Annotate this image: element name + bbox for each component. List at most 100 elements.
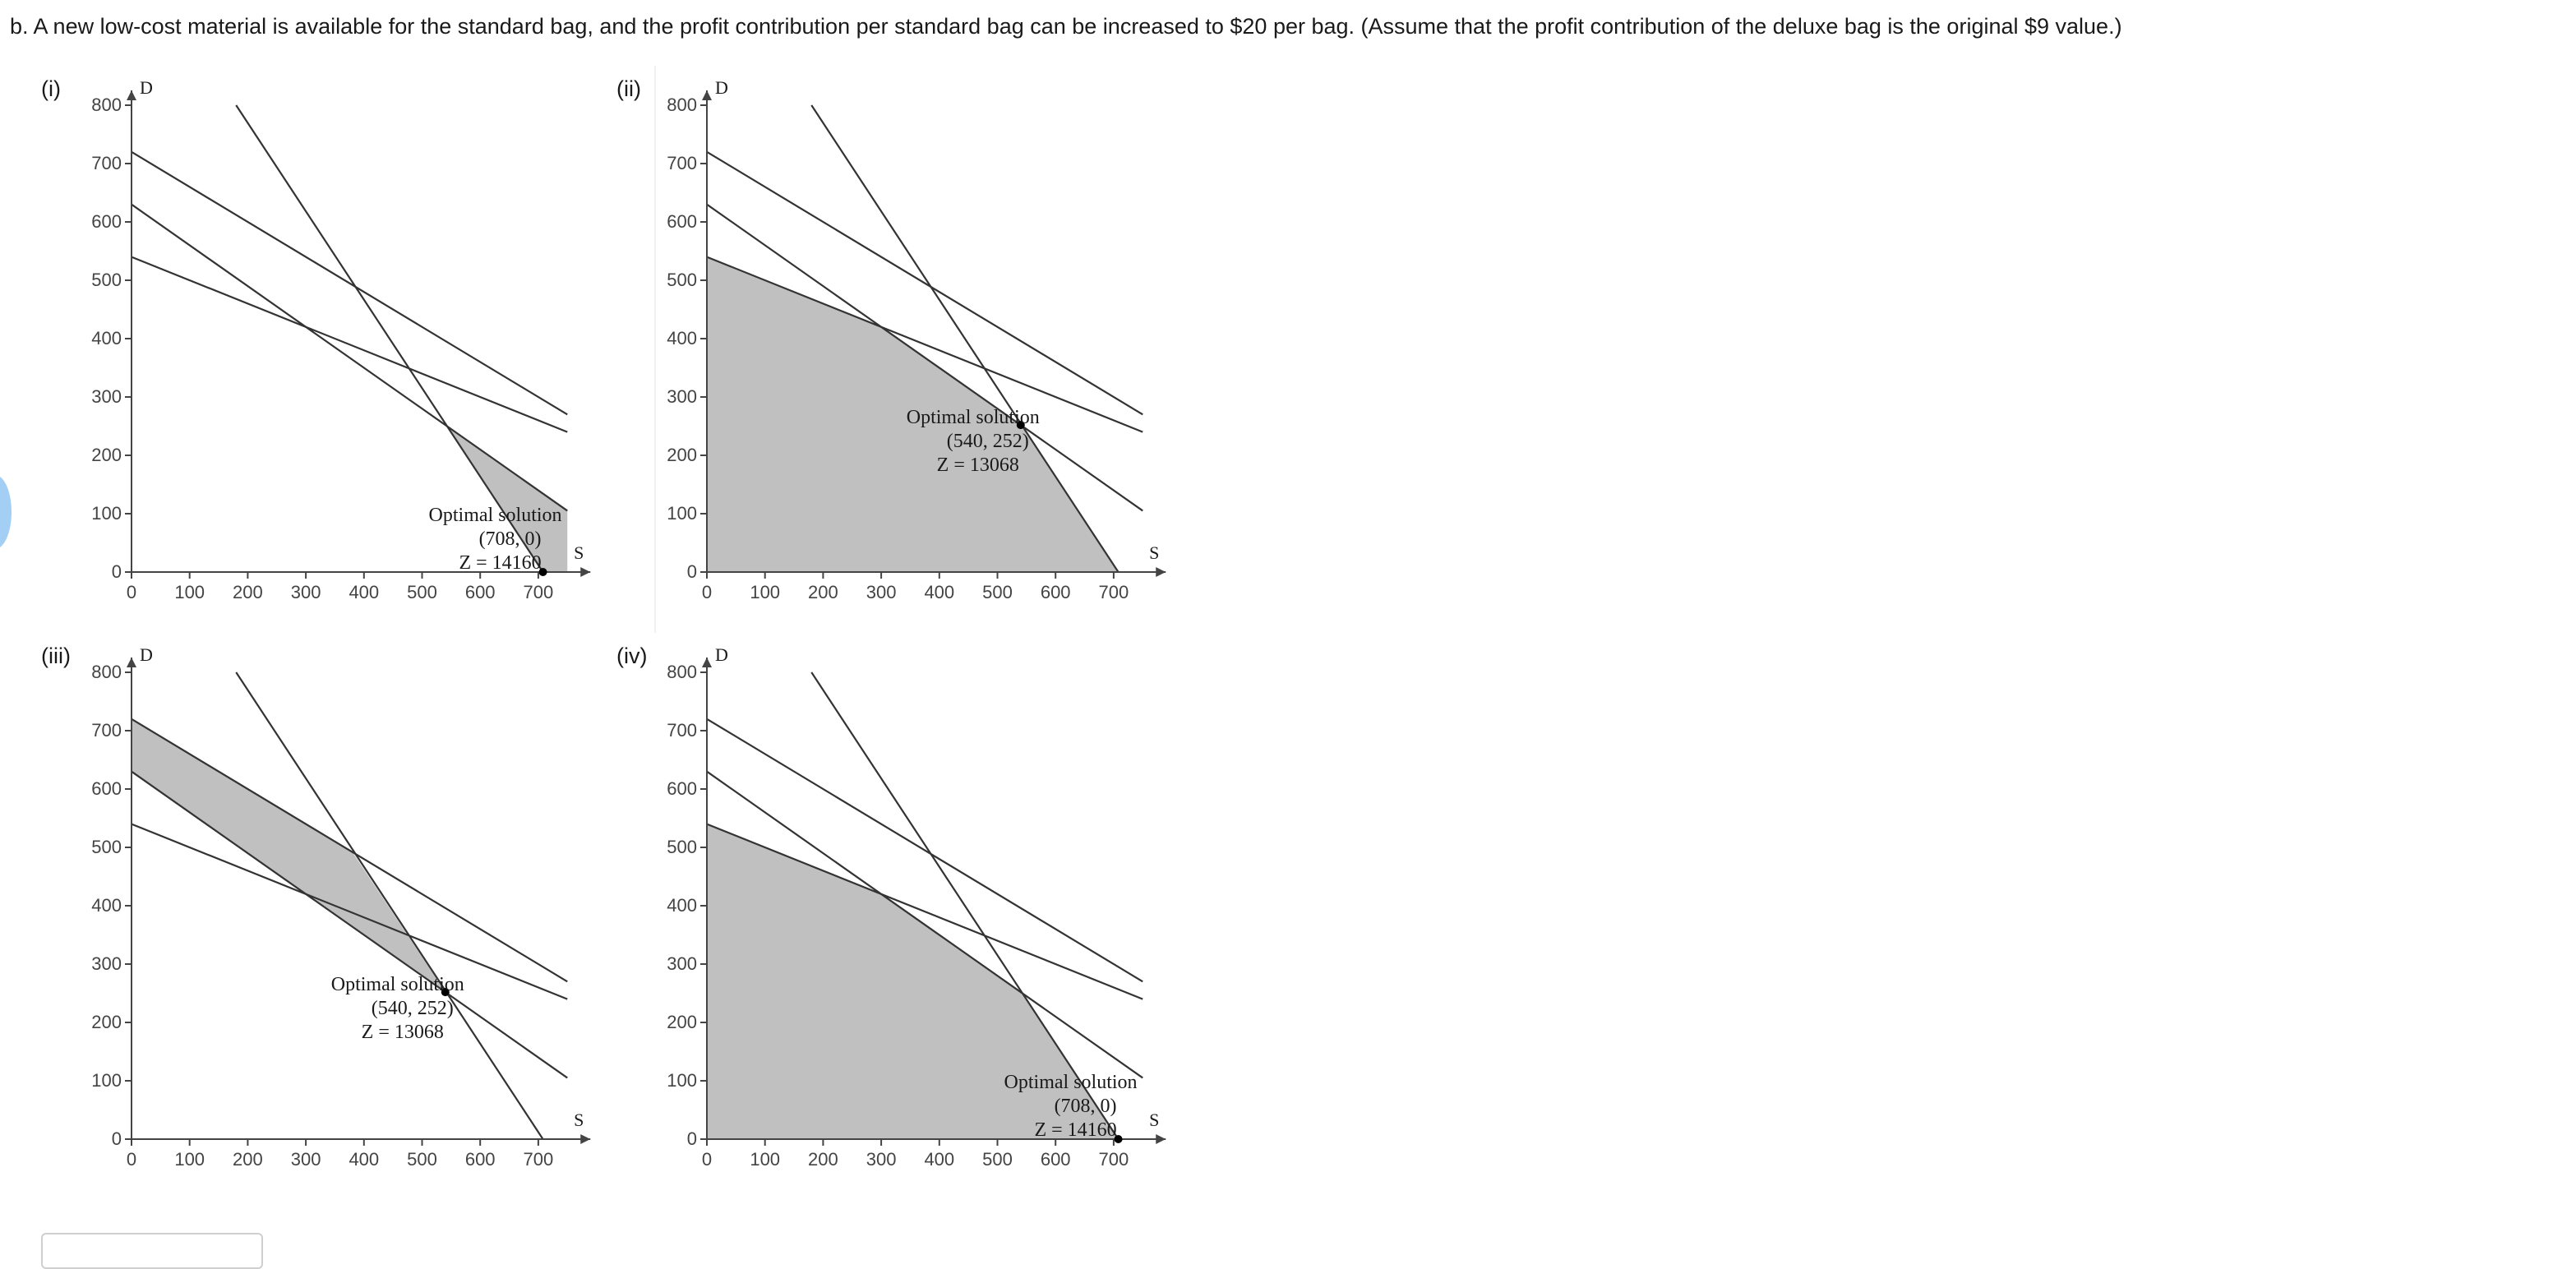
x-tick-label: 400 (349, 582, 379, 602)
x-axis-label: S (1149, 1110, 1159, 1130)
y-tick-label: 100 (667, 503, 697, 524)
y-tick-label: 200 (91, 445, 122, 465)
x-tick-label: 100 (174, 1149, 205, 1170)
panel-divider (654, 66, 656, 633)
x-tick-label: 300 (866, 582, 897, 602)
optimal-point (538, 568, 547, 576)
x-axis-arrow (1156, 567, 1166, 577)
x-tick-label: 300 (291, 1149, 321, 1170)
y-tick-label: 600 (91, 778, 122, 799)
edge-indicator (0, 475, 12, 549)
y-tick-label: 100 (91, 1070, 122, 1091)
y-axis-label: D (715, 644, 728, 665)
annotation-point: (540, 252) (372, 998, 454, 1019)
y-tick-label: 300 (91, 953, 122, 974)
x-tick-label: 300 (866, 1149, 897, 1170)
y-tick-label: 0 (687, 561, 697, 582)
y-tick-label: 200 (667, 445, 697, 465)
y-tick-label: 800 (667, 662, 697, 682)
x-tick-label: 200 (808, 1149, 838, 1170)
graph-option-i[interactable]: (i) 0 100 200 300 400 500 600 700 800 0 100 200 300 4… (41, 76, 649, 643)
chart-ii: 0 100 200 300 400 500 600 700 800 0 100 200 300 400 50… (667, 77, 1166, 602)
annotation-point: (708, 0) (479, 528, 542, 550)
option-label-iv: (iv) (616, 644, 648, 668)
constraint-line-d (235, 104, 544, 573)
y-tick-label: 400 (667, 328, 697, 348)
x-tick-label: 0 (702, 1149, 712, 1170)
x-tick-label: 600 (465, 1149, 496, 1170)
x-tick-label: 600 (1041, 1149, 1071, 1170)
x-tick-label: 100 (750, 1149, 780, 1170)
constraint-line-c (706, 203, 1143, 512)
x-tick-label: 400 (924, 1149, 954, 1170)
y-tick-label: 700 (667, 153, 697, 173)
y-tick-label: 100 (667, 1070, 697, 1091)
x-tick-label: 0 (127, 1149, 136, 1170)
y-tick-label: 400 (91, 895, 122, 916)
x-tick-label: 200 (233, 1149, 263, 1170)
x-tick-label: 500 (982, 582, 1013, 602)
constraint-line-a (706, 718, 1143, 983)
answer-box[interactable] (41, 1233, 263, 1269)
constraint-line-b (131, 823, 568, 1000)
y-axis-arrow (127, 90, 136, 100)
x-tick-label: 500 (982, 1149, 1013, 1170)
x-tick-label: 500 (407, 1149, 437, 1170)
graph-option-iv[interactable]: (iv) 0 100 200 300 400 500 600 700 800 0 100 200 300… (616, 643, 1225, 1210)
y-axis-label: D (140, 77, 153, 98)
y-axis-arrow (702, 90, 712, 100)
y-tick-label: 400 (91, 328, 122, 348)
y-tick-label: 0 (112, 561, 122, 582)
y-tick-label: 800 (91, 95, 122, 115)
constraint-line-c (131, 203, 568, 512)
chart-iv: 0 100 200 300 400 500 600 700 800 0 100 200 300 400 50… (667, 644, 1166, 1170)
option-label-ii: (ii) (616, 76, 641, 101)
x-tick-label: 600 (1041, 582, 1071, 602)
optimal-point (441, 988, 450, 997)
option-label-i: (i) (41, 76, 61, 101)
constraint-line-a (131, 718, 568, 983)
y-axis-arrow (702, 658, 712, 667)
y-tick-label: 700 (91, 720, 122, 741)
y-tick-label: 700 (667, 720, 697, 741)
y-tick-label: 0 (687, 1128, 697, 1149)
constraint-line-a (131, 150, 568, 416)
y-tick-label: 200 (91, 1012, 122, 1032)
constraint-line-c (131, 770, 568, 1079)
y-tick-label: 100 (91, 503, 122, 524)
constraint-line-b (706, 256, 1143, 433)
y-axis-label: D (715, 77, 728, 98)
constraint-line-d (810, 104, 1119, 573)
y-tick-label: 400 (667, 895, 697, 916)
y-tick-label: 0 (112, 1128, 122, 1149)
y-tick-label: 500 (667, 270, 697, 290)
constraint-line-d (235, 671, 544, 1140)
x-axis-arrow (580, 567, 591, 577)
x-tick-label: 200 (233, 582, 263, 602)
graph-option-iii[interactable]: (iii) 0 100 200 300 400 500 600 700 800 0 100 200 30… (41, 643, 649, 1210)
x-tick-label: 100 (174, 582, 205, 602)
optimal-point (1016, 421, 1025, 430)
x-tick-label: 700 (524, 582, 554, 602)
constraint-line-a (706, 150, 1143, 416)
feasible-region (707, 256, 1119, 572)
constraint-line-d (810, 671, 1119, 1140)
x-tick-label: 700 (1099, 1149, 1129, 1170)
x-axis-label: S (574, 1110, 584, 1130)
x-tick-label: 300 (291, 582, 321, 602)
y-tick-label: 700 (91, 153, 122, 173)
x-tick-label: 100 (750, 582, 780, 602)
x-axis-label: S (574, 542, 584, 563)
constraint-line-b (706, 823, 1143, 1000)
y-axis-arrow (127, 658, 136, 667)
x-tick-label: 600 (465, 582, 496, 602)
x-tick-label: 0 (127, 582, 136, 602)
y-tick-label: 300 (667, 386, 697, 407)
question-prompt: b. A new low-cost material is available … (10, 14, 2122, 39)
graph-option-ii[interactable]: (ii) 0 100 200 300 400 500 600 700 800 0 100 200 300… (616, 76, 1225, 643)
x-tick-label: 200 (808, 582, 838, 602)
constraint-line-b (131, 256, 568, 433)
option-label-iii: (iii) (41, 644, 71, 668)
y-tick-label: 600 (667, 211, 697, 232)
optimal-point (1114, 1135, 1123, 1143)
